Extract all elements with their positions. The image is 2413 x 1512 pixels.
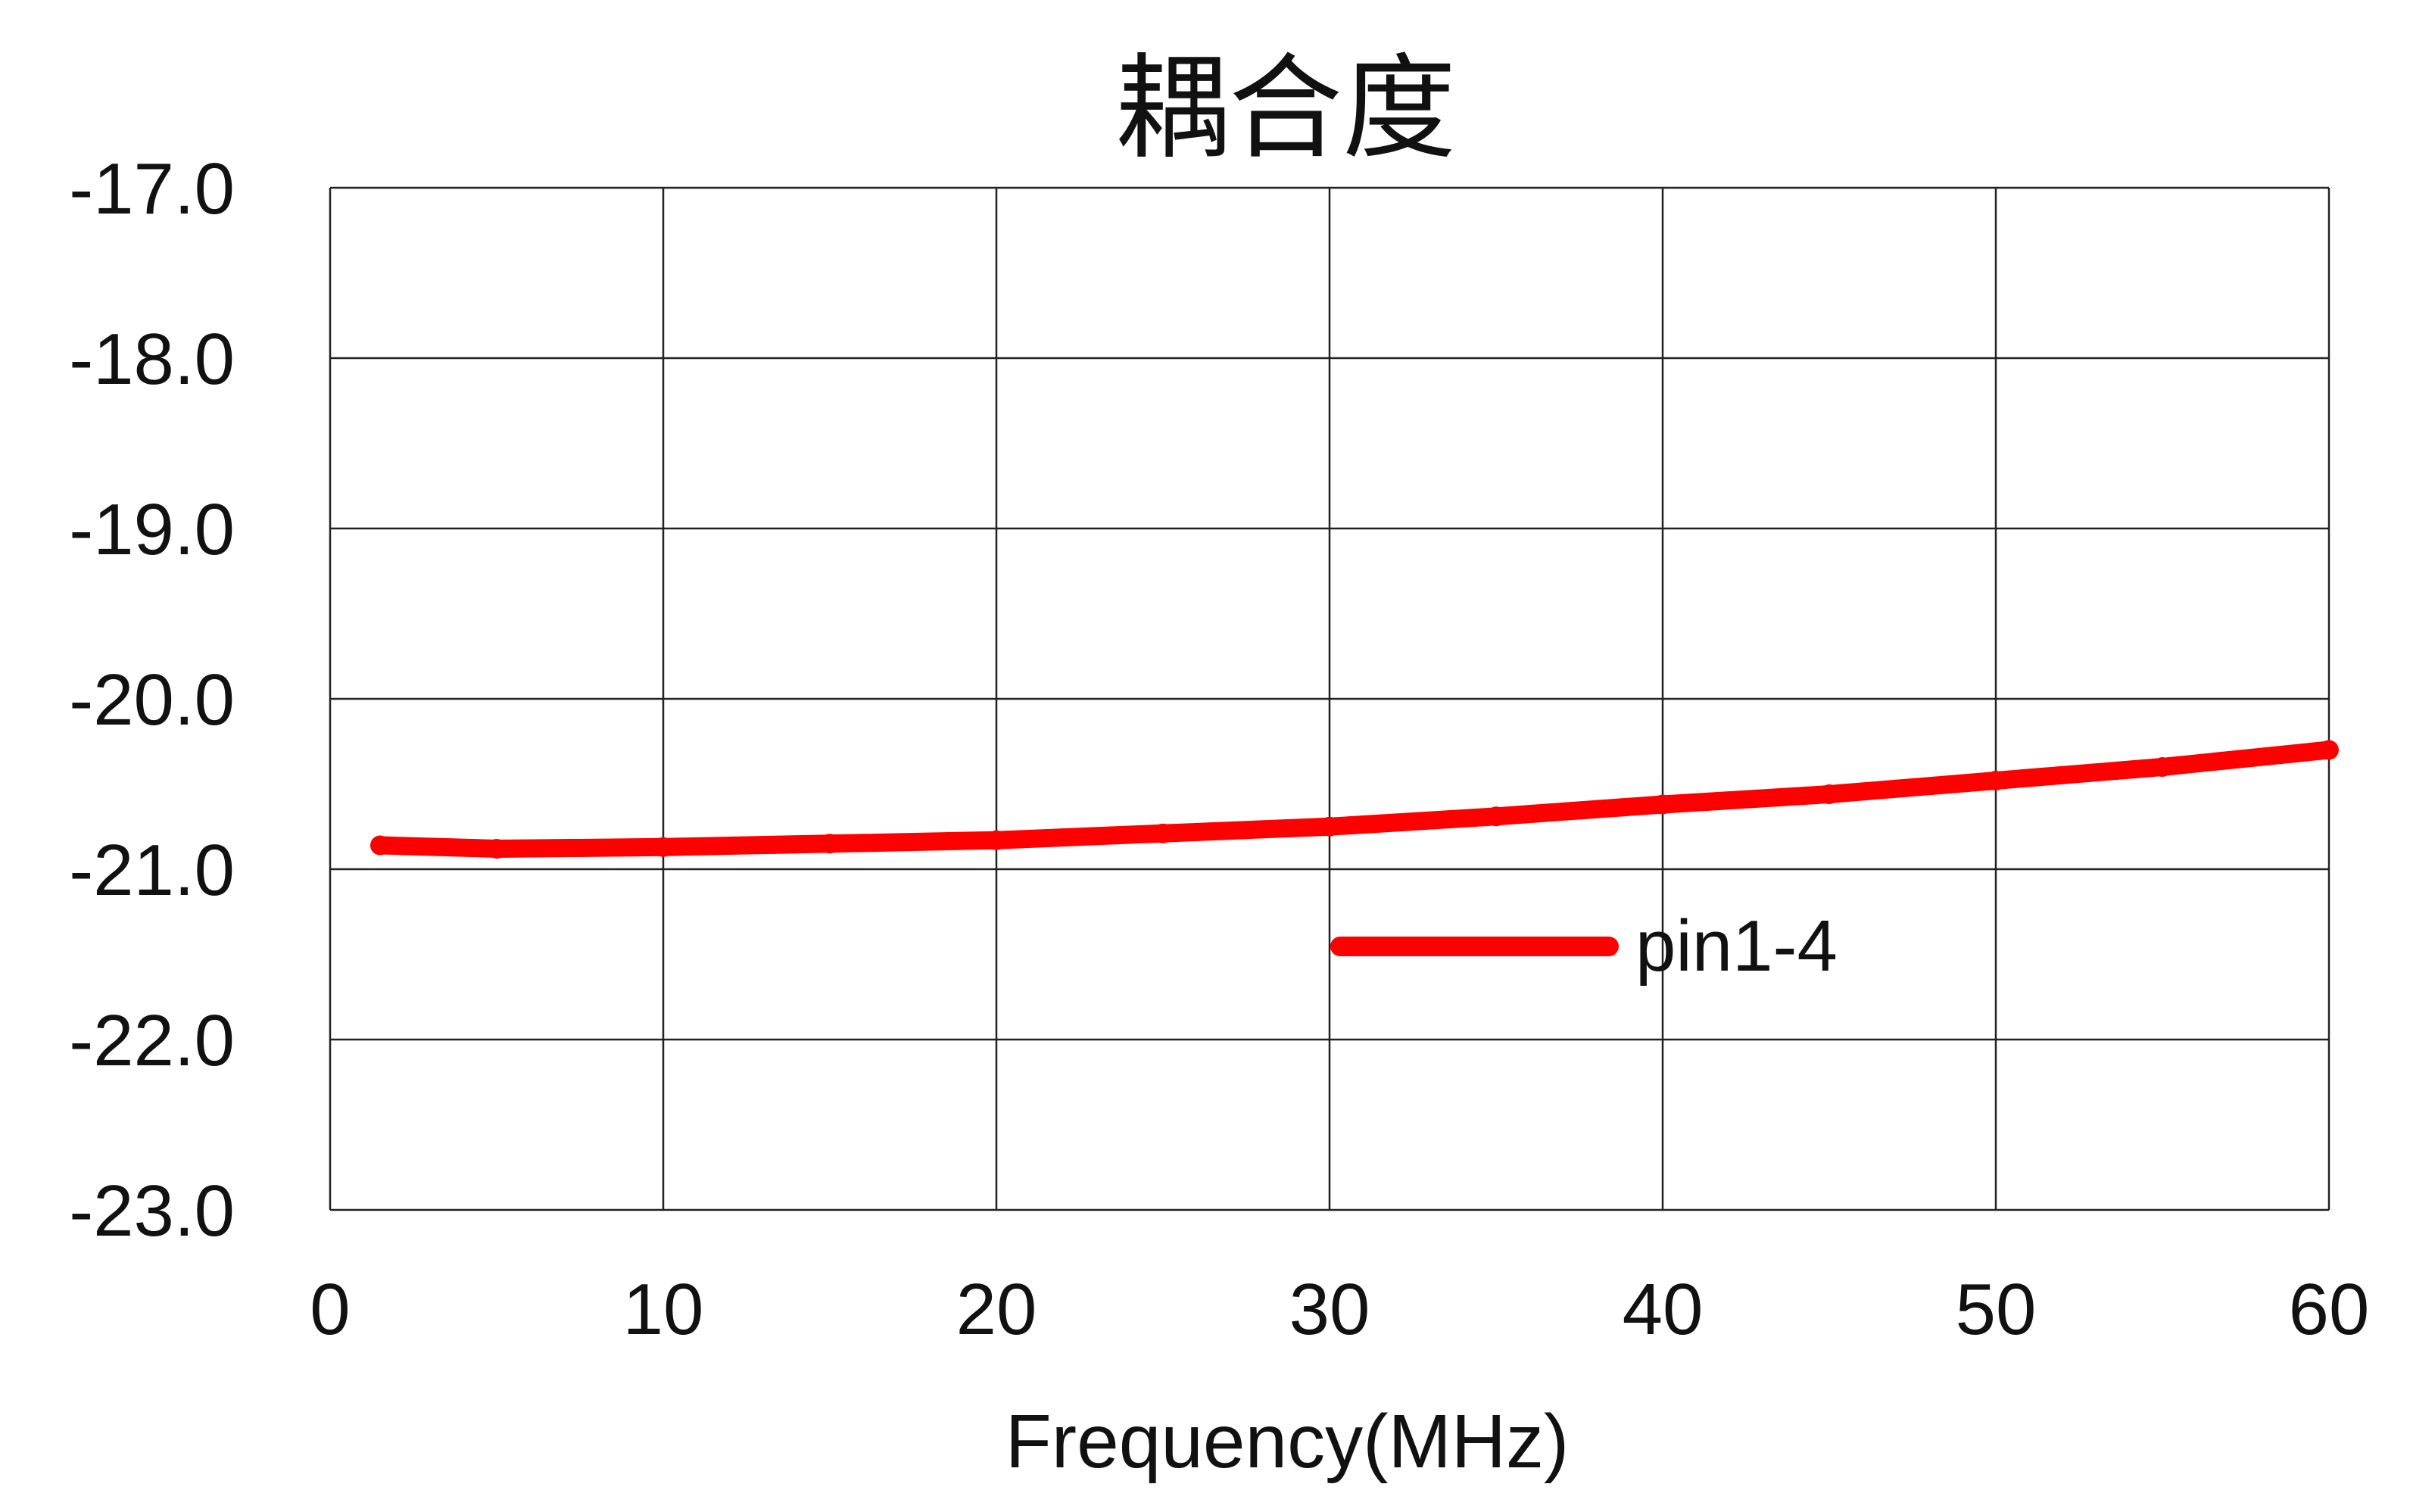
y-axis-ticks: -17.0 -18.0 -19.0 -20.0 -21.0 -22.0 -23.0 <box>69 148 235 1252</box>
y-tick-label: -18.0 <box>69 319 235 400</box>
y-tick-label: -20.0 <box>69 659 235 740</box>
data-point <box>987 830 1006 850</box>
data-point <box>1486 806 1506 827</box>
data-point <box>370 835 390 856</box>
legend: pin1-4 <box>1330 906 1838 987</box>
x-tick-label: 50 <box>1956 1269 2037 1350</box>
data-point <box>1986 771 2006 790</box>
y-tick-label: -21.0 <box>69 830 235 911</box>
x-tick-label: 20 <box>956 1269 1037 1350</box>
y-tick-label: -19.0 <box>69 489 235 570</box>
data-point <box>653 837 673 857</box>
x-tick-label: 60 <box>2289 1269 2370 1350</box>
y-tick-label: -22.0 <box>69 1000 235 1081</box>
legend-label-pin1-4: pin1-4 <box>1635 906 1838 987</box>
data-point <box>820 834 840 854</box>
x-axis-ticks: 0 10 20 30 40 50 60 <box>310 1269 2369 1350</box>
data-point <box>1153 823 1173 843</box>
y-tick-label: -23.0 <box>69 1171 235 1252</box>
series-lines <box>370 740 2339 859</box>
data-point <box>1819 784 1839 804</box>
data-point <box>2319 740 2339 760</box>
chart-title: 耦合度 <box>1115 43 1456 175</box>
data-point <box>1653 794 1673 815</box>
x-tick-label: 0 <box>310 1269 350 1350</box>
y-tick-label: -17.0 <box>69 148 235 229</box>
series-line-pin1-4 <box>371 740 2338 858</box>
x-tick-label: 30 <box>1289 1269 1370 1350</box>
data-point <box>1320 816 1339 837</box>
data-point <box>2153 757 2172 777</box>
x-tick-label: 40 <box>1623 1269 1704 1350</box>
x-tick-label: 10 <box>623 1269 704 1350</box>
x-axis-label: Frequency(MHz) <box>1005 1399 1570 1484</box>
gridlines <box>329 186 2330 1211</box>
data-point <box>487 839 507 859</box>
